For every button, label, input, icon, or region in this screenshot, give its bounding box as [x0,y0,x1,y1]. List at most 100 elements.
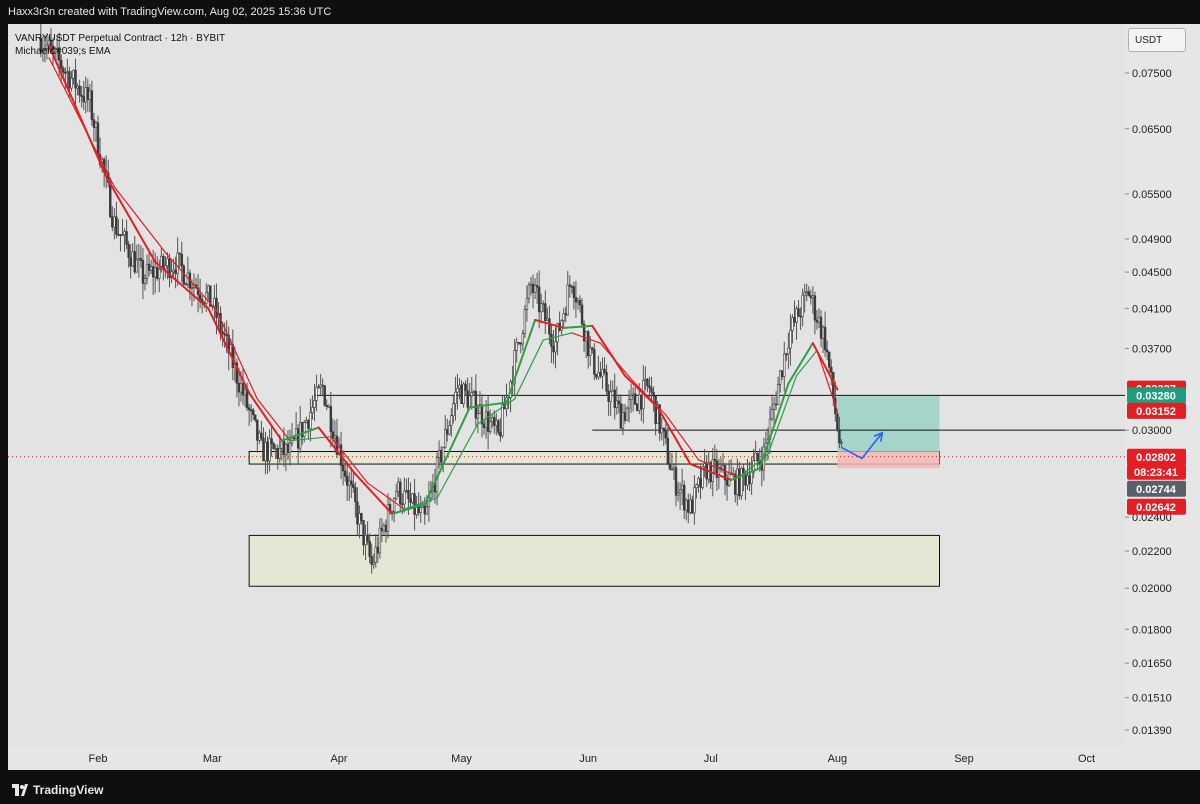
candle[interactable] [542,300,545,313]
candle[interactable] [319,373,322,395]
candle[interactable] [127,240,130,268]
candle[interactable] [537,270,541,329]
candle[interactable] [115,201,118,239]
candle[interactable] [519,341,522,354]
candle[interactable] [840,439,843,448]
candle[interactable] [838,416,841,448]
candle[interactable] [611,380,614,393]
candle[interactable] [354,482,357,518]
candle[interactable] [540,293,543,324]
candle[interactable] [303,420,306,443]
candle[interactable] [125,219,128,250]
candle[interactable] [198,278,202,309]
candle[interactable] [785,352,788,361]
candle[interactable] [427,481,431,522]
candle[interactable] [341,450,345,486]
candle[interactable] [830,359,833,386]
candle[interactable] [329,392,333,448]
candle[interactable] [821,325,825,354]
candle[interactable] [231,329,235,381]
candle[interactable] [405,478,408,494]
candle[interactable] [462,382,465,408]
candle[interactable] [819,310,823,348]
candle[interactable] [497,418,500,436]
candle[interactable] [123,228,126,253]
candle[interactable] [184,282,188,286]
candle[interactable] [529,277,533,296]
candle[interactable] [732,466,735,478]
candle[interactable] [153,252,157,294]
candle[interactable] [823,311,827,358]
candle[interactable] [247,403,251,427]
candle[interactable] [584,331,588,358]
candle[interactable] [260,421,263,442]
candle[interactable] [45,33,49,60]
candle[interactable] [470,376,473,410]
candle[interactable] [597,355,600,380]
candle[interactable] [348,472,351,501]
candle[interactable] [325,399,328,411]
candle[interactable] [527,281,531,304]
candle[interactable] [368,533,371,564]
candle[interactable] [256,419,259,453]
candle[interactable] [797,300,800,317]
candle[interactable] [162,253,165,281]
candle[interactable] [676,482,680,502]
candle[interactable] [566,270,569,316]
ema-slow-line[interactable] [48,57,838,510]
candle[interactable] [799,307,802,331]
candle[interactable] [599,361,602,379]
candle[interactable] [119,234,122,252]
candle[interactable] [84,76,87,114]
candle[interactable] [654,395,657,436]
candle[interactable] [370,543,373,574]
candle[interactable] [313,383,316,422]
candle[interactable] [535,272,539,304]
candle[interactable] [378,518,382,559]
candle[interactable] [343,462,347,482]
candle[interactable] [311,395,314,420]
candle[interactable] [164,256,167,278]
candle[interactable] [360,512,363,525]
candle[interactable] [787,332,790,369]
candle[interactable] [478,391,482,414]
candle[interactable] [827,351,831,375]
candle[interactable] [666,427,670,466]
candle[interactable] [640,394,643,422]
candle[interactable] [554,327,557,369]
candle[interactable] [531,274,535,309]
candle[interactable] [546,308,549,321]
candle[interactable] [460,380,463,405]
candle[interactable] [695,483,698,499]
candle[interactable] [235,358,239,398]
candle[interactable] [627,389,631,423]
candle[interactable] [689,493,692,515]
time-axis[interactable] [8,746,1125,770]
candle[interactable] [801,288,804,327]
candle[interactable] [680,468,684,506]
candle[interactable] [92,112,96,142]
candle[interactable] [803,283,806,313]
candle[interactable] [466,377,469,413]
candle[interactable] [674,452,678,507]
price-tag[interactable]: 0.02744 [1127,480,1186,497]
candle[interactable] [776,376,780,406]
candle[interactable] [366,521,369,545]
candle[interactable] [299,405,302,454]
support-zone-support-upper[interactable] [248,451,940,465]
candle[interactable] [682,480,686,519]
candle[interactable] [736,458,739,506]
candle[interactable] [754,440,757,461]
candle[interactable] [533,278,537,300]
candle[interactable] [454,376,457,421]
candle[interactable] [580,298,584,328]
candle[interactable] [345,461,349,501]
candle[interactable] [589,336,592,367]
candle[interactable] [613,373,616,420]
candle[interactable] [374,533,377,568]
candle[interactable] [644,366,647,391]
candle[interactable] [619,394,623,429]
candle[interactable] [249,404,253,423]
candle[interactable] [836,410,839,432]
candle[interactable] [480,394,484,438]
